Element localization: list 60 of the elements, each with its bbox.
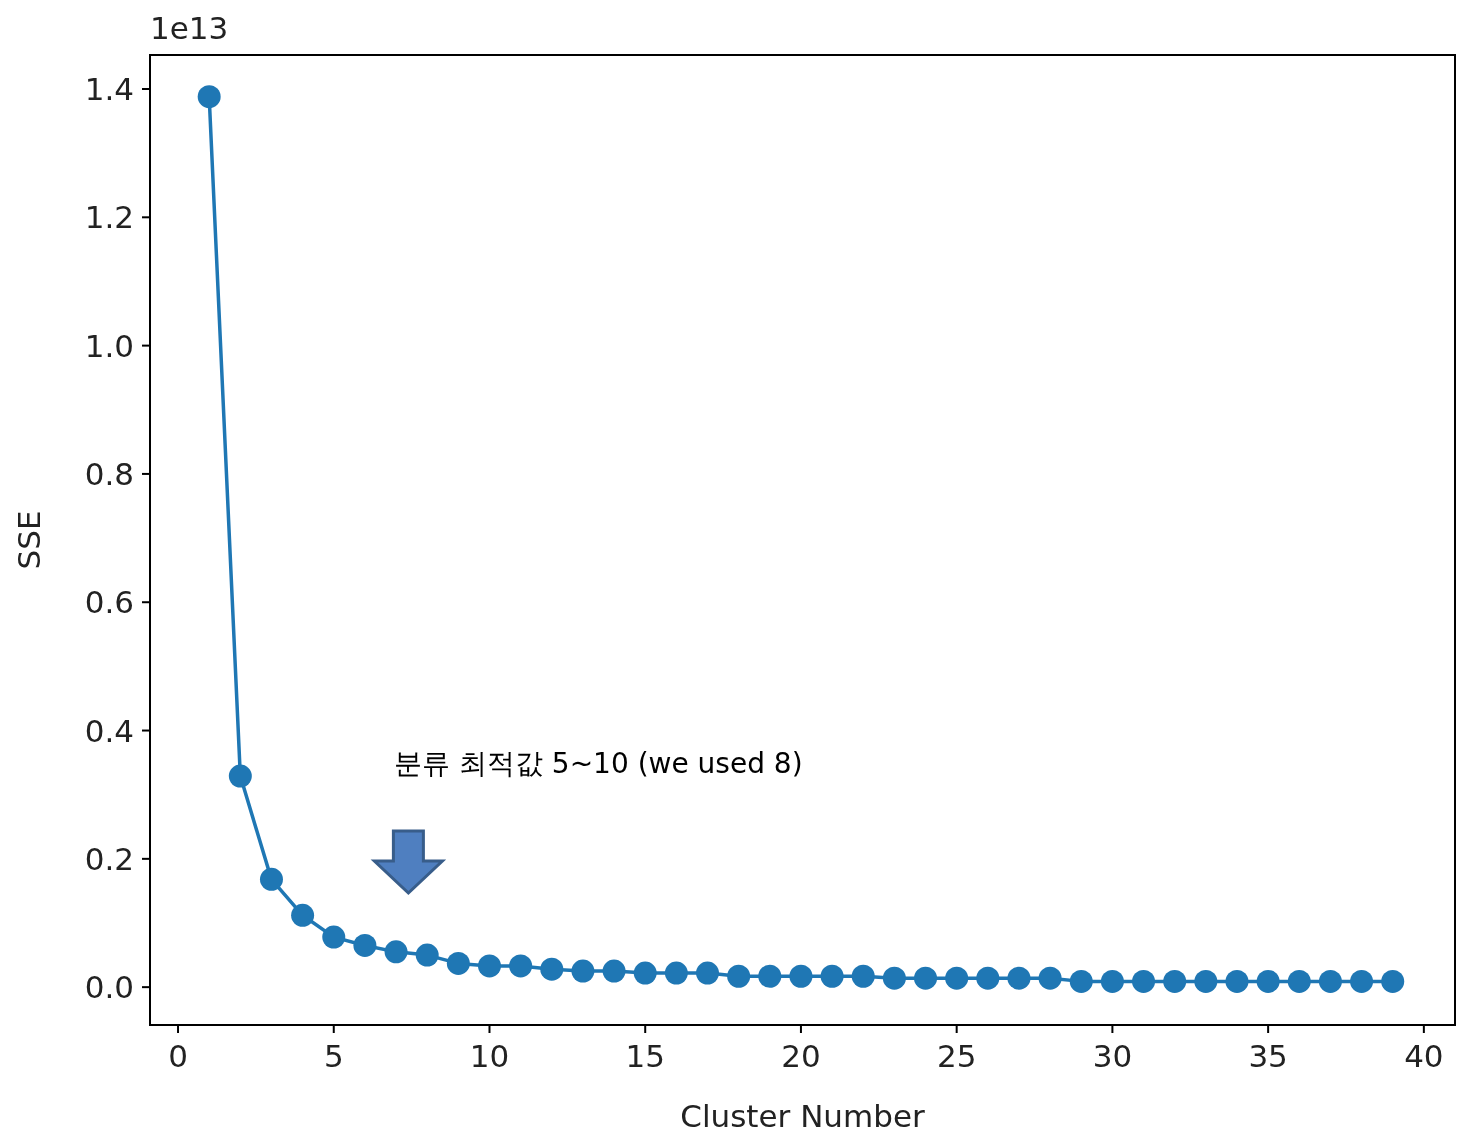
point xyxy=(789,964,813,988)
point xyxy=(291,903,315,927)
point xyxy=(1381,969,1405,993)
point xyxy=(945,966,969,990)
y-tick-label: 0.6 xyxy=(84,584,134,621)
point xyxy=(882,966,906,990)
point xyxy=(1100,969,1124,993)
point xyxy=(1350,969,1374,993)
point xyxy=(540,957,564,981)
y-tick-label: 0.4 xyxy=(84,712,134,749)
point xyxy=(1132,969,1156,993)
x-tick-label: 5 xyxy=(323,1038,344,1074)
point xyxy=(851,964,875,988)
y-tick-label: 1.4 xyxy=(84,71,134,107)
y-tick-label: 0.0 xyxy=(84,969,134,1006)
point xyxy=(228,764,252,788)
point xyxy=(727,964,751,988)
y-tick-label: 0.2 xyxy=(84,840,134,877)
x-tick-label: 40 xyxy=(1404,1038,1444,1074)
point xyxy=(477,954,501,978)
point xyxy=(1038,966,1062,990)
point xyxy=(571,959,595,983)
text: 1e13 xyxy=(150,10,229,46)
point xyxy=(1287,969,1311,993)
point xyxy=(1256,969,1280,993)
point xyxy=(259,867,283,891)
point xyxy=(664,961,688,985)
point xyxy=(1225,969,1249,993)
point xyxy=(1163,969,1187,993)
x-tick-label: 10 xyxy=(469,1038,510,1074)
x-tick-label: 0 xyxy=(168,1038,188,1074)
point xyxy=(1194,969,1218,993)
x-tick-label: 30 xyxy=(1092,1038,1133,1074)
point xyxy=(758,964,782,988)
point xyxy=(696,961,720,985)
point xyxy=(322,925,346,949)
x-tick-label: 35 xyxy=(1248,1038,1288,1074)
x-axis-title: Cluster Number xyxy=(680,1098,925,1134)
point xyxy=(914,966,938,990)
point xyxy=(602,959,626,983)
annotation: 분류 최적값 5~10 (we used 8) xyxy=(394,746,803,780)
point xyxy=(509,954,533,978)
point xyxy=(1069,969,1093,993)
x-tick-label: 15 xyxy=(625,1038,665,1074)
y-tick-label: 1.0 xyxy=(84,327,134,364)
point xyxy=(446,951,470,975)
x-tick-label: 25 xyxy=(936,1038,977,1074)
point xyxy=(976,966,1000,990)
point xyxy=(1318,969,1342,993)
point xyxy=(1007,966,1031,990)
point xyxy=(633,961,657,985)
y-tick-label: 0.8 xyxy=(84,455,134,492)
point xyxy=(820,964,844,988)
y-tick-label: 1.2 xyxy=(84,199,134,236)
point xyxy=(197,85,221,109)
x-tick-label: 20 xyxy=(781,1038,821,1074)
point xyxy=(353,933,377,957)
point xyxy=(384,940,408,964)
y-axis-title: SSE xyxy=(11,510,47,570)
point xyxy=(415,943,439,967)
